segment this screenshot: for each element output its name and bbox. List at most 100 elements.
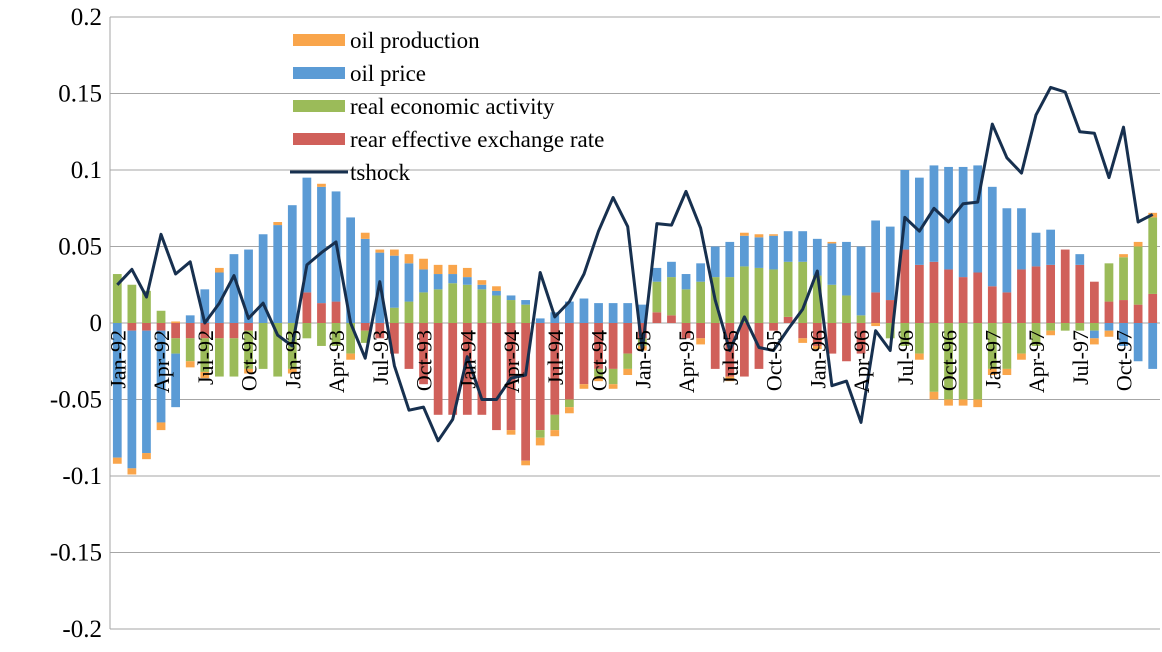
bar — [987, 323, 997, 369]
x-tick-label: Apr-94 — [499, 330, 524, 393]
bar — [915, 353, 924, 360]
bar — [1133, 323, 1143, 362]
bar — [608, 368, 618, 385]
bar — [958, 166, 968, 278]
bar — [1104, 263, 1114, 302]
bar — [127, 284, 137, 323]
bar — [477, 284, 487, 290]
bar — [200, 289, 210, 323]
bar — [681, 323, 691, 339]
bar — [419, 258, 428, 270]
y-tick-label: 0.15 — [58, 81, 102, 108]
y-tick-label: -0.1 — [62, 463, 102, 490]
bar — [404, 301, 414, 323]
bar — [404, 323, 414, 369]
bar — [1090, 338, 1099, 345]
bar — [812, 275, 822, 323]
bar — [462, 284, 472, 323]
legend-swatch — [293, 34, 345, 46]
bar — [200, 338, 210, 372]
bar — [419, 323, 428, 385]
x-tick-label: Jan-97 — [980, 330, 1005, 389]
bar — [1090, 281, 1099, 323]
bar — [142, 323, 151, 331]
bar — [171, 338, 180, 354]
x-tick-label: Jul-95 — [718, 330, 743, 385]
bar — [331, 323, 341, 346]
bar — [594, 303, 603, 323]
bar — [1046, 229, 1055, 265]
bar — [608, 384, 618, 389]
bar — [404, 254, 414, 264]
bar — [842, 241, 851, 296]
x-tick-label: Jul-94 — [543, 330, 568, 385]
bar — [375, 323, 385, 339]
bar — [1104, 330, 1114, 337]
bar — [273, 323, 283, 377]
bar — [594, 323, 603, 369]
bar — [856, 246, 866, 316]
bar — [856, 323, 866, 354]
bar — [798, 261, 808, 323]
bar — [1002, 292, 1012, 323]
bar — [944, 323, 953, 400]
bar — [900, 249, 910, 323]
bar — [1133, 304, 1143, 323]
bar — [740, 232, 749, 236]
bar — [1119, 323, 1128, 346]
bar — [535, 318, 545, 323]
bar — [535, 323, 545, 431]
bar — [696, 263, 705, 282]
bar — [171, 353, 180, 408]
bar — [637, 304, 647, 323]
bar — [1031, 323, 1041, 346]
bar — [1031, 232, 1041, 267]
bar — [594, 368, 603, 377]
x-tick-label: Jan-96 — [805, 330, 830, 389]
bar — [492, 286, 501, 291]
bar — [769, 323, 778, 331]
bar — [215, 323, 224, 339]
bar — [900, 170, 910, 250]
bar — [856, 315, 866, 323]
bar — [667, 261, 676, 278]
bar — [725, 277, 735, 323]
bar — [244, 249, 253, 323]
legend-swatch — [293, 133, 345, 145]
bar — [462, 323, 472, 415]
bar — [783, 261, 793, 317]
bar — [725, 241, 735, 278]
bar — [112, 274, 122, 323]
bar — [550, 414, 560, 431]
bar — [390, 307, 399, 323]
bar — [477, 323, 487, 415]
legend-label: real economic activity — [350, 94, 555, 119]
bar — [521, 323, 530, 461]
bar — [623, 303, 633, 323]
bar — [783, 316, 793, 323]
bar — [535, 437, 545, 446]
bar — [652, 281, 662, 313]
bar — [229, 338, 239, 377]
bar — [215, 272, 224, 323]
bar — [973, 272, 983, 323]
bar — [1002, 208, 1012, 293]
bar — [579, 298, 589, 323]
y-tick-label: 0 — [90, 310, 103, 337]
bar — [827, 241, 837, 244]
bar — [812, 345, 822, 350]
bar — [1017, 323, 1026, 354]
x-tick-label: Jul-96 — [893, 330, 918, 385]
bar — [156, 330, 166, 423]
bar — [1119, 257, 1128, 301]
bar — [1148, 217, 1158, 294]
bar — [842, 323, 851, 362]
bar — [1148, 293, 1158, 323]
bar — [696, 338, 705, 345]
bar — [433, 323, 443, 415]
bar — [258, 234, 268, 323]
bar — [317, 183, 326, 187]
bar — [1119, 300, 1128, 323]
bar — [565, 301, 574, 323]
x-tick-label: Oct-93 — [412, 330, 437, 391]
